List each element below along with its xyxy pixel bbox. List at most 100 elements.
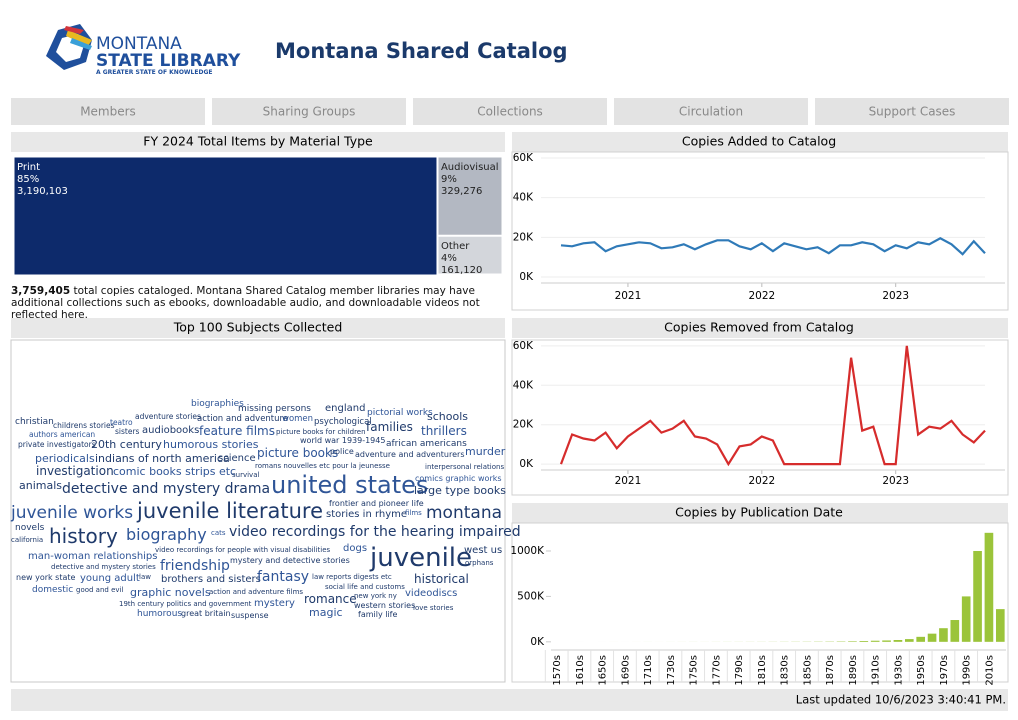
word: new york state (16, 573, 76, 582)
treemap-cell (437, 235, 503, 275)
word: pictorial works (367, 408, 433, 418)
nav-button[interactable] (413, 98, 607, 125)
nav-label[interactable]: Support Cases (869, 105, 956, 119)
word: feature films (199, 424, 275, 438)
logo: MONTANA STATE LIBRARY A GREATER STATE OF… (46, 24, 241, 76)
word: romans nouvelles etc pour la jeunesse (255, 462, 390, 470)
x-tick-label: 1770s (711, 655, 722, 686)
x-tick-label: 1730s (666, 655, 677, 686)
logo-tagline: A GREATER STATE OF KNOWLEDGE (96, 69, 212, 76)
bar (973, 550, 982, 642)
word: fantasy (257, 569, 309, 585)
word: sisters (115, 427, 140, 436)
word: domestic (32, 585, 73, 595)
word: new york ny (354, 592, 397, 600)
word: interpersonal relations (425, 463, 504, 471)
bar (916, 636, 926, 642)
nav-button[interactable] (212, 98, 406, 125)
word: schools (427, 410, 468, 423)
treemap-cell (437, 156, 503, 236)
treemap-cell (13, 156, 438, 276)
x-tick-label: 1690s (620, 655, 631, 686)
word: friendship (160, 558, 230, 574)
bar (893, 640, 903, 642)
word: private investigators (18, 440, 96, 449)
panel-title: Top 100 Subjects Collected (173, 320, 343, 335)
nav-label[interactable]: Collections (477, 105, 543, 119)
bar (882, 640, 891, 642)
logo-line2: STATE LIBRARY (96, 51, 241, 71)
word: mystery and detective stories (230, 556, 350, 565)
word: novels (15, 523, 45, 533)
word: magic (309, 606, 343, 619)
footer-text: Last updated 10/6/2023 3:40:41 PM. (796, 693, 1006, 707)
y-tick-label: 500K (517, 590, 545, 602)
nav-button[interactable] (614, 98, 808, 125)
x-tick-label: 2023 (882, 475, 909, 487)
word: juvenile works (10, 503, 133, 523)
word: comic books strips etc (113, 465, 236, 478)
nav-button[interactable] (815, 98, 1009, 125)
word: animals (19, 479, 62, 492)
x-tick-label: 1710s (643, 655, 654, 686)
page-title: Montana Shared Catalog (275, 39, 568, 63)
word: law (139, 573, 151, 581)
nav-label[interactable]: Members (80, 105, 136, 119)
cell-label: 4% (441, 253, 457, 264)
word: detective and mystery drama (62, 481, 270, 497)
word: survival (232, 471, 259, 479)
bar (961, 596, 971, 642)
word: united states (271, 471, 428, 499)
word: psychological (314, 417, 372, 427)
word: brothers and sisters (161, 574, 261, 585)
x-tick-label: 1930s (893, 655, 904, 686)
bar (927, 633, 937, 642)
y-tick-label: 20K (513, 419, 534, 431)
y-tick-label: 40K (513, 192, 534, 204)
nav-button[interactable] (11, 98, 205, 125)
panel-header (512, 503, 1008, 523)
word: missing persons (238, 404, 311, 414)
panel-frame (511, 522, 1009, 683)
word: picture books for children (276, 428, 366, 436)
word: picture books (257, 446, 338, 460)
word: films (405, 509, 422, 517)
y-tick-label: 60K (513, 340, 534, 352)
y-tick-label: 60K (513, 152, 534, 164)
panel-header (11, 318, 505, 338)
word: action and adventure films (209, 588, 303, 596)
word: video recordings for people with visual … (155, 546, 331, 554)
panel-title: FY 2024 Total Items by Material Type (143, 134, 373, 149)
x-tick-label: 1890s (848, 655, 859, 686)
x-tick-label: 1610s (575, 655, 586, 686)
panel-title: Copies by Publication Date (675, 505, 843, 520)
word: indians of north america (95, 452, 230, 465)
word: law reports digests etc (312, 573, 392, 581)
y-tick-label: 40K (513, 379, 534, 391)
x-tick-label: 1950s (916, 655, 927, 686)
word: science (218, 453, 256, 464)
word: social life and customs (325, 583, 405, 591)
y-tick-label: 20K (513, 231, 534, 243)
bar (859, 641, 869, 642)
word: man-woman relationships (28, 551, 158, 562)
y-tick-label: 0K (519, 458, 534, 470)
logo-stripe (66, 30, 92, 46)
word: suspense (231, 611, 269, 620)
nav-label[interactable]: Sharing Groups (263, 105, 356, 119)
word: graphic novels (130, 586, 211, 599)
x-tick-label: 1990s (962, 655, 973, 686)
word: west us (464, 545, 502, 556)
note-text: total copies cataloged. Montana Shared C… (11, 285, 480, 321)
line-series (560, 237, 986, 256)
cell-label: Audiovisual (441, 162, 499, 173)
word: good and evil (76, 586, 123, 594)
nav-label[interactable]: Circulation (679, 105, 743, 119)
panel-title: Copies Removed from Catalog (664, 320, 854, 335)
cell-label: 161,120 (441, 265, 482, 276)
note-total: 3,759,405 (11, 285, 71, 297)
cell-label: 85% (17, 174, 39, 185)
cell-label: Print (17, 162, 40, 173)
x-tick-label: 1750s (689, 655, 700, 686)
